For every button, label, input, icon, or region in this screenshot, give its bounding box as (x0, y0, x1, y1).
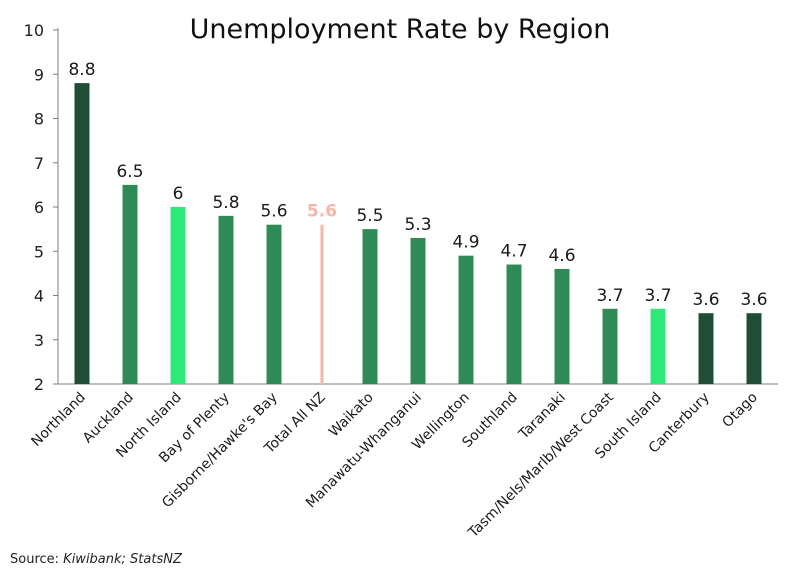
y-tick-label: 10 (24, 21, 44, 40)
source-prefix: Source: (10, 552, 64, 567)
bar (458, 255, 474, 384)
value-label: 6 (173, 184, 184, 204)
value-label: 4.7 (500, 242, 527, 262)
y-axis: 2 3 4 5 6 7 8 9 10 (24, 21, 59, 394)
value-label: 5.8 (212, 193, 239, 213)
bar (320, 224, 324, 384)
value-label: 5.6 (260, 202, 287, 222)
bar (410, 237, 426, 384)
value-label: 8.8 (68, 60, 95, 80)
y-tick-label: 7 (34, 154, 44, 173)
y-tick-label: 5 (34, 242, 44, 261)
y-tick-label: 3 (34, 331, 44, 350)
value-label: 4.9 (452, 233, 479, 253)
category-label: Northland (28, 390, 88, 450)
source-note: Source: Kiwibank; StatsNZ (10, 552, 182, 567)
bars-group (74, 83, 762, 384)
bar (362, 229, 378, 384)
y-tick-label: 2 (34, 375, 44, 394)
bar (602, 308, 618, 384)
source-text: Kiwibank; StatsNZ (63, 552, 182, 567)
bar (698, 313, 714, 384)
bar (506, 264, 522, 384)
chart-title: Unemployment Rate by Region (189, 14, 611, 45)
y-tick-label: 4 (34, 287, 44, 306)
value-labels-group: 8.8 6.5 6 5.8 5.6 5.6 5.5 5.3 4.9 4.7 4.6 3.7 3.7 3.6… (68, 60, 767, 310)
value-label: 4.6 (548, 246, 575, 266)
y-tick-label: 9 (34, 65, 44, 84)
value-label: 5.3 (404, 215, 431, 235)
value-label: 3.7 (596, 286, 623, 306)
bar (650, 308, 666, 384)
value-label: 5.6 (307, 202, 337, 222)
bar (170, 207, 186, 384)
bar (266, 224, 282, 384)
y-tick-label: 6 (34, 198, 44, 217)
value-label: 3.6 (692, 290, 719, 310)
bar (218, 215, 234, 384)
value-label: 6.5 (116, 162, 143, 182)
bar (746, 313, 762, 384)
bar (122, 184, 138, 384)
bar (554, 268, 570, 384)
y-tick-label: 8 (34, 110, 44, 129)
bar (74, 83, 90, 384)
category-label: Otago (719, 390, 760, 431)
value-label: 3.6 (740, 290, 767, 310)
value-label: 5.5 (356, 206, 383, 226)
value-label: 3.7 (644, 286, 671, 306)
